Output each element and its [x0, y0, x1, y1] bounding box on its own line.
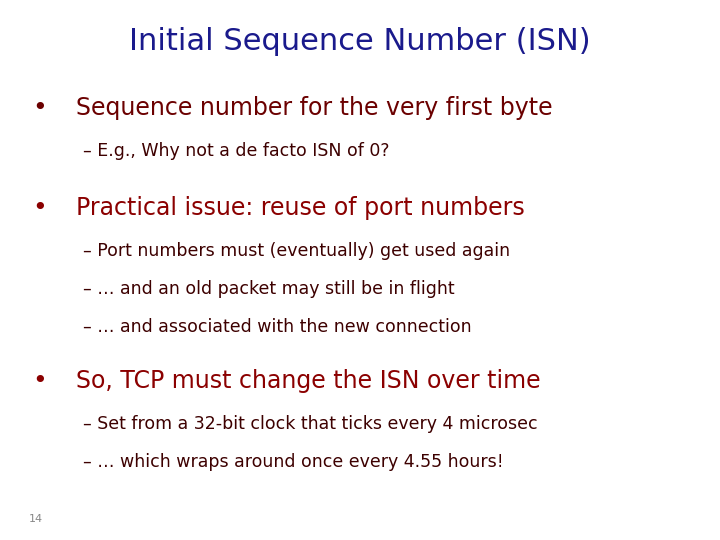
Text: So, TCP must change the ISN over time: So, TCP must change the ISN over time [76, 369, 540, 393]
Text: Sequence number for the very first byte: Sequence number for the very first byte [76, 96, 552, 120]
Text: – … and an old packet may still be in flight: – … and an old packet may still be in fl… [83, 280, 454, 298]
Text: – … and associated with the new connection: – … and associated with the new connecti… [83, 318, 472, 336]
Text: •: • [32, 196, 47, 220]
Text: – E.g., Why not a de facto ISN of 0?: – E.g., Why not a de facto ISN of 0? [83, 142, 390, 160]
Text: – Set from a 32-bit clock that ticks every 4 microsec: – Set from a 32-bit clock that ticks eve… [83, 415, 537, 433]
Text: •: • [32, 369, 47, 393]
Text: – Port numbers must (eventually) get used again: – Port numbers must (eventually) get use… [83, 242, 510, 260]
Text: Practical issue: reuse of port numbers: Practical issue: reuse of port numbers [76, 196, 524, 220]
Text: •: • [32, 96, 47, 120]
Text: – … which wraps around once every 4.55 hours!: – … which wraps around once every 4.55 h… [83, 453, 503, 471]
Text: 14: 14 [29, 514, 43, 524]
Text: Initial Sequence Number (ISN): Initial Sequence Number (ISN) [129, 27, 591, 56]
